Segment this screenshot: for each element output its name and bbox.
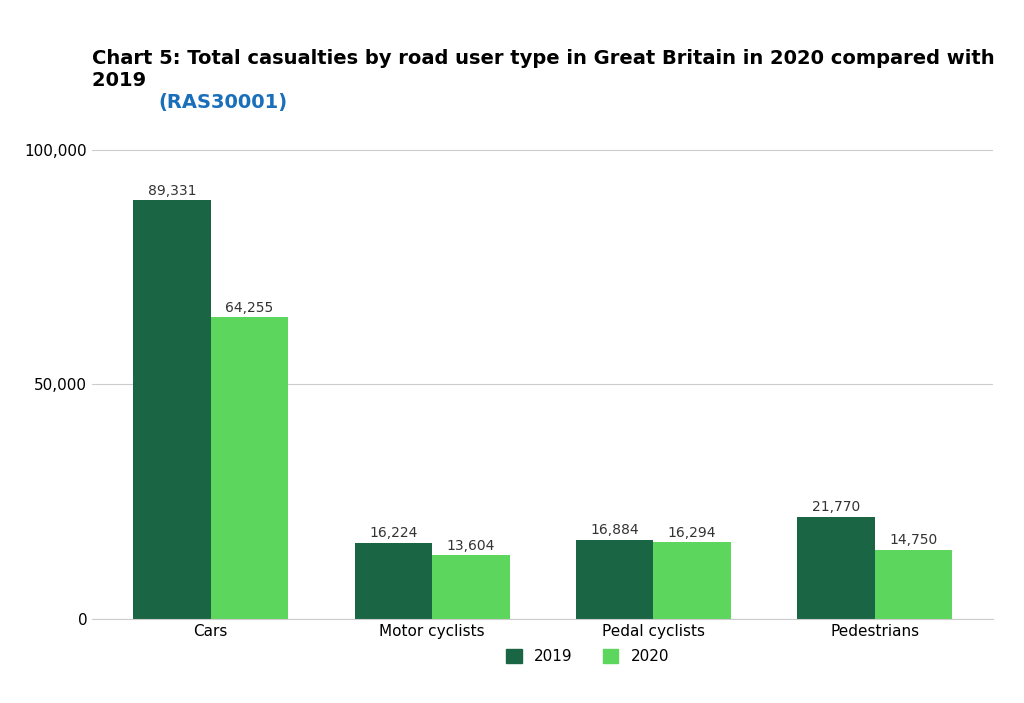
Text: 16,224: 16,224 [369, 527, 418, 541]
Text: Chart 5: Total casualties by road user type in Great Britain in 2020 compared wi: Chart 5: Total casualties by road user t… [92, 49, 994, 90]
Bar [798, 517, 874, 619]
Text: 14,750: 14,750 [890, 533, 938, 547]
Text: 16,294: 16,294 [668, 526, 717, 540]
Bar [354, 543, 432, 619]
Text: 13,604: 13,604 [446, 538, 495, 553]
Bar [575, 539, 653, 619]
Bar [653, 542, 731, 619]
Text: 64,255: 64,255 [225, 301, 273, 315]
Text: 21,770: 21,770 [812, 501, 860, 515]
Bar [432, 555, 510, 619]
Bar [874, 550, 952, 619]
Bar [133, 200, 211, 619]
Bar [211, 318, 288, 619]
Legend: 2019, 2020: 2019, 2020 [501, 643, 675, 670]
Text: 89,331: 89,331 [147, 183, 197, 198]
Text: 16,884: 16,884 [591, 523, 639, 537]
Text: (RAS30001): (RAS30001) [159, 93, 288, 112]
